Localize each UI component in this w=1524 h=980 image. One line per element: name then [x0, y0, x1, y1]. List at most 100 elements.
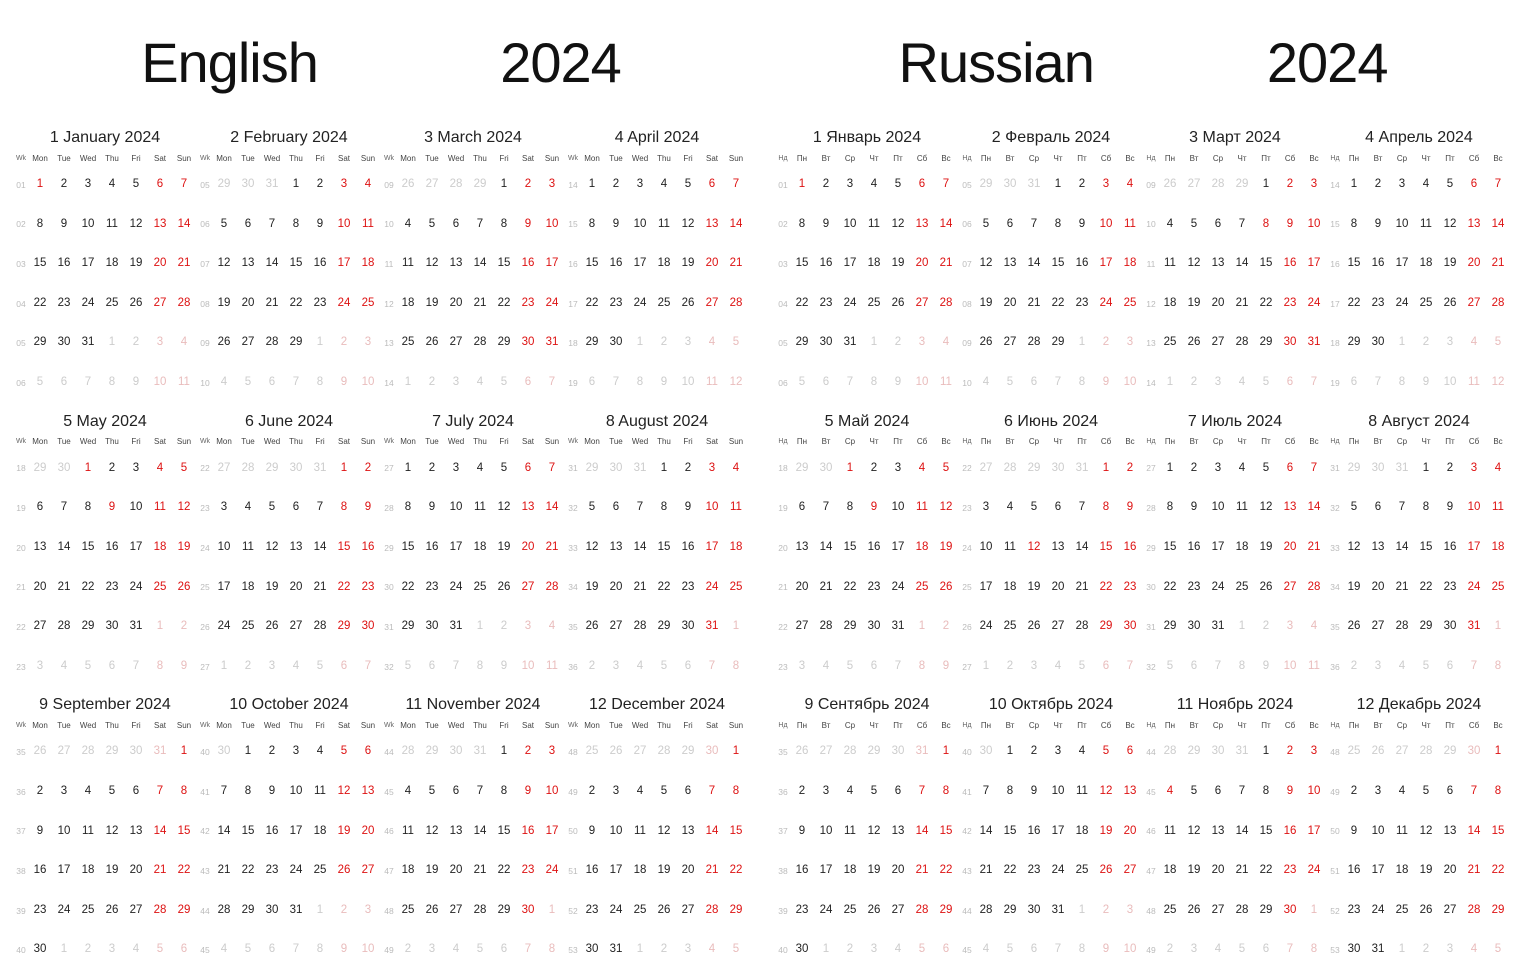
day-cell: 26	[1158, 179, 1182, 191]
day-cell: 12	[1182, 258, 1206, 270]
day-cell: 6	[236, 219, 260, 231]
dow-header: Чт	[1414, 437, 1438, 446]
day-cell: 21	[1462, 865, 1486, 877]
day-cell: 11	[396, 826, 420, 838]
week-number: 28	[382, 503, 396, 513]
day-cell: 14	[468, 826, 492, 838]
day-cell: 25	[652, 298, 676, 310]
day-cell: 4	[652, 179, 676, 191]
day-cell: 8	[1414, 502, 1438, 514]
day-cell: 4	[934, 337, 958, 349]
day-cell: 26	[604, 746, 628, 758]
week-number: 31	[1144, 622, 1158, 632]
day-cell: 20	[1278, 542, 1302, 554]
day-cell: 8	[580, 219, 604, 231]
day-cell: 28	[396, 746, 420, 758]
day-cell: 7	[76, 377, 100, 389]
day-cell: 2	[998, 661, 1022, 673]
month-title: 4 Апрель 2024	[1328, 125, 1510, 151]
day-cell: 30	[124, 746, 148, 758]
day-cell: 24	[1366, 905, 1390, 917]
day-cell: 23	[1438, 582, 1462, 594]
day-cell: 6	[444, 786, 468, 798]
day-cell: 7	[628, 502, 652, 514]
day-cell: 4	[974, 377, 998, 389]
day-cell: 6	[1022, 944, 1046, 956]
week-number: 37	[14, 826, 28, 836]
week-number: 45	[1144, 787, 1158, 797]
day-cell: 11	[100, 219, 124, 231]
day-cell: 30	[356, 621, 380, 633]
day-cell: 12	[1414, 826, 1438, 838]
day-cell: 4	[172, 337, 196, 349]
day-cell: 24	[1302, 865, 1326, 877]
dow-header: Tue	[52, 721, 76, 730]
dow-header: Вс	[1118, 721, 1142, 730]
dow-header: Пн	[1342, 721, 1366, 730]
day-cell: 4	[212, 377, 236, 389]
day-cell: 30	[1278, 337, 1302, 349]
day-cell: 22	[76, 582, 100, 594]
day-cell: 7	[284, 377, 308, 389]
day-cell: 21	[172, 258, 196, 270]
day-cell: 25	[1230, 582, 1254, 594]
month-title: 10 October 2024	[198, 692, 380, 718]
panel-english: English 2024 1 January 2024WkMonTueWedTh…	[0, 0, 762, 980]
day-cell: 20	[1118, 826, 1142, 838]
day-cell: 1	[308, 905, 332, 917]
dow-header: Mon	[396, 154, 420, 163]
month-block: 12 December 2024WkMonTueWedThuFriSatSun4…	[566, 692, 748, 970]
day-cell: 7	[1206, 661, 1230, 673]
day-cell: 31	[886, 621, 910, 633]
dow-header: Fri	[492, 437, 516, 446]
day-cell: 20	[1462, 258, 1486, 270]
day-cell: 8	[148, 661, 172, 673]
week-number-header: Wk	[14, 155, 28, 162]
day-cell: 29	[934, 905, 958, 917]
panel-russian: Russian 2024 1 Январь 2024НдПнВтСрЧтПтСб…	[762, 0, 1524, 980]
day-cell: 7	[148, 786, 172, 798]
day-cell: 27	[604, 621, 628, 633]
day-cell: 4	[1158, 219, 1182, 231]
day-cell: 6	[260, 377, 284, 389]
dow-header: Fri	[308, 721, 332, 730]
day-cell: 22	[1342, 298, 1366, 310]
day-cell: 29	[580, 463, 604, 475]
day-cell: 1	[1390, 944, 1414, 956]
day-cell: 19	[492, 542, 516, 554]
day-cell: 20	[284, 582, 308, 594]
day-cell: 16	[1070, 258, 1094, 270]
day-cell: 28	[540, 582, 564, 594]
day-cell: 29	[652, 621, 676, 633]
day-cell: 27	[1462, 298, 1486, 310]
day-cell: 18	[468, 542, 492, 554]
dow-header: Thu	[468, 721, 492, 730]
dow-header: Fri	[308, 154, 332, 163]
day-cell: 15	[580, 258, 604, 270]
day-cell: 3	[444, 463, 468, 475]
day-cell: 6	[790, 502, 814, 514]
day-cell: 5	[934, 463, 958, 475]
dow-header: Thu	[652, 154, 676, 163]
day-cell: 5	[910, 944, 934, 956]
year-label: 2024	[1267, 30, 1388, 95]
day-cell: 19	[676, 258, 700, 270]
day-cell: 11	[1390, 826, 1414, 838]
day-cell: 2	[580, 661, 604, 673]
day-cell: 12	[724, 377, 748, 389]
day-cell: 28	[1230, 337, 1254, 349]
day-cell: 26	[790, 746, 814, 758]
day-cell: 28	[814, 621, 838, 633]
day-cell: 29	[838, 621, 862, 633]
day-cell: 1	[1046, 179, 1070, 191]
day-cell: 28	[236, 463, 260, 475]
day-cell: 1	[790, 179, 814, 191]
day-cell: 5	[652, 661, 676, 673]
dow-header: Ср	[1022, 437, 1046, 446]
month-block: 2 February 2024WkMonTueWedThuFriSatSun05…	[198, 125, 380, 403]
day-cell: 26	[420, 905, 444, 917]
day-cell: 4	[396, 786, 420, 798]
month-title: 12 Декабрь 2024	[1328, 692, 1510, 718]
day-cell: 8	[724, 661, 748, 673]
day-cell: 12	[1438, 219, 1462, 231]
